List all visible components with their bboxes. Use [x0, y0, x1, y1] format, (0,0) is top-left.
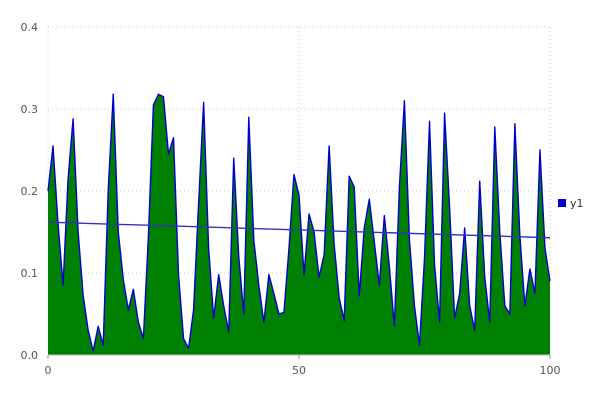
legend-item-label[interactable]: y1	[570, 197, 584, 210]
chart-legend[interactable]: y1	[558, 197, 584, 210]
y-axis-tick-label: 0.2	[21, 185, 39, 198]
y-axis-tick-label: 0.0	[21, 349, 39, 362]
axes	[47, 354, 551, 359]
x-axis-tick-label: 0	[45, 364, 52, 377]
y-axis-tick-label: 0.1	[21, 267, 39, 280]
trend-line-path	[47, 221, 551, 239]
line-path-y1	[47, 93, 551, 352]
tick-labels: 0.0 0.1 0.2 0.3 0.4 0 50 100	[21, 21, 561, 377]
y-axis-tick-label: 0.4	[21, 21, 39, 34]
y-axis-tick-label: 0.3	[21, 103, 39, 116]
area-fill-y1	[48, 94, 550, 356]
x-axis-tick-label: 100	[540, 364, 561, 377]
trend-line	[47, 221, 551, 239]
series-line-y1	[47, 93, 551, 352]
legend-swatch-square-icon	[558, 199, 566, 207]
series-area-y1	[48, 94, 550, 356]
x-axis-tick-label: 50	[292, 364, 306, 377]
